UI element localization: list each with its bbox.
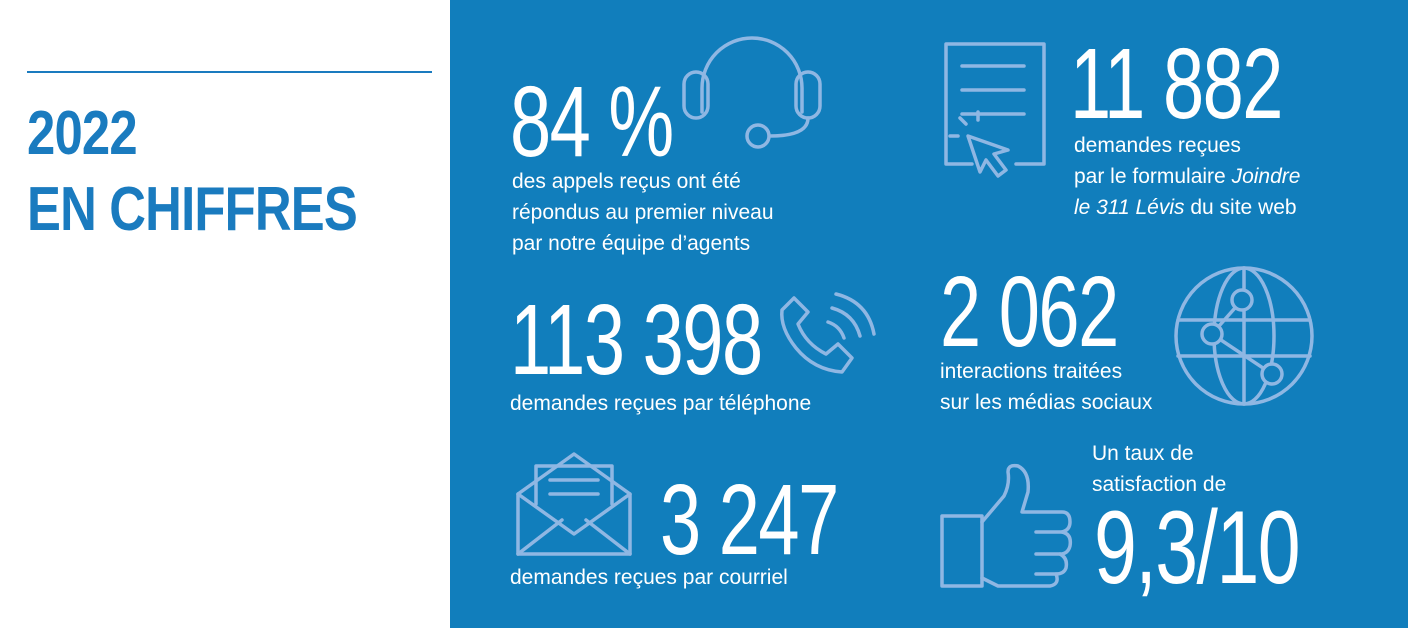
stat-medias-line2: sur les médias sociaux [940, 391, 1153, 414]
phone-icon [780, 292, 876, 374]
stat-formulaire-line3-post: du site web [1184, 196, 1297, 219]
stat-satisfaction-value: 9,3/10 [1094, 490, 1301, 606]
stat-formulaire-line2-em: Joindre [1231, 165, 1301, 188]
stat-formulaire-line3-em: le 311 Lévis [1074, 196, 1185, 219]
title-subtitle: EN CHIFFRES [27, 175, 358, 244]
heading-area: 2022 EN CHIFFRES [0, 0, 450, 628]
stat-appels-line1: des appels reçus ont été [512, 170, 741, 193]
stat-formulaire-value: 11 882 [1070, 28, 1283, 140]
stat-telephone-desc: demandes reçues par téléphone [510, 388, 811, 419]
stat-appels-desc: des appels reçus ont été répondus au pre… [512, 166, 774, 259]
stat-appels-value: 84 % [510, 66, 674, 178]
stat-telephone-value: 113 398 [510, 284, 763, 396]
stat-courriel-line1: demandes reçues par courriel [510, 566, 788, 589]
envelope-icon [516, 452, 632, 556]
stat-satisfaction-line2: satisfaction de [1092, 473, 1227, 496]
stat-appels-line3: par notre équipe d’agents [512, 232, 751, 255]
stat-courriel-value: 3 247 [660, 464, 839, 576]
stat-courriel-desc: demandes reçues par courriel [510, 562, 788, 593]
stat-medias-value: 2 062 [940, 256, 1119, 368]
stat-formulaire-line1: demandes reçues [1074, 134, 1241, 157]
stat-satisfaction-desc: Un taux de satisfaction de [1092, 438, 1226, 500]
stat-formulaire-desc: demandes reçues par le formulaire Joindr… [1074, 130, 1300, 223]
headset-icon [682, 36, 822, 149]
stat-formulaire-line3: le 311 Lévis du site web [1074, 192, 1300, 223]
heading-rule [27, 71, 432, 73]
title-year: 2022 [27, 99, 138, 168]
stat-formulaire-line2-pre: par le formulaire [1074, 165, 1232, 188]
stat-medias-line1: interactions traitées [940, 360, 1123, 383]
thumbs-up-icon [940, 463, 1073, 588]
stat-satisfaction-line1: Un taux de [1092, 442, 1194, 465]
stats-panel [450, 0, 1408, 628]
page-title: 2022 EN CHIFFRES [27, 96, 358, 248]
web-form-icon [944, 42, 1046, 178]
stat-telephone-line1: demandes reçues par téléphone [510, 392, 812, 415]
stat-formulaire-line2: par le formulaire Joindre [1074, 161, 1300, 192]
stat-medias-desc: interactions traitées sur les médias soc… [940, 356, 1152, 418]
stat-appels-line2: répondus au premier niveau [512, 201, 774, 224]
globe-network-icon [1174, 266, 1314, 406]
